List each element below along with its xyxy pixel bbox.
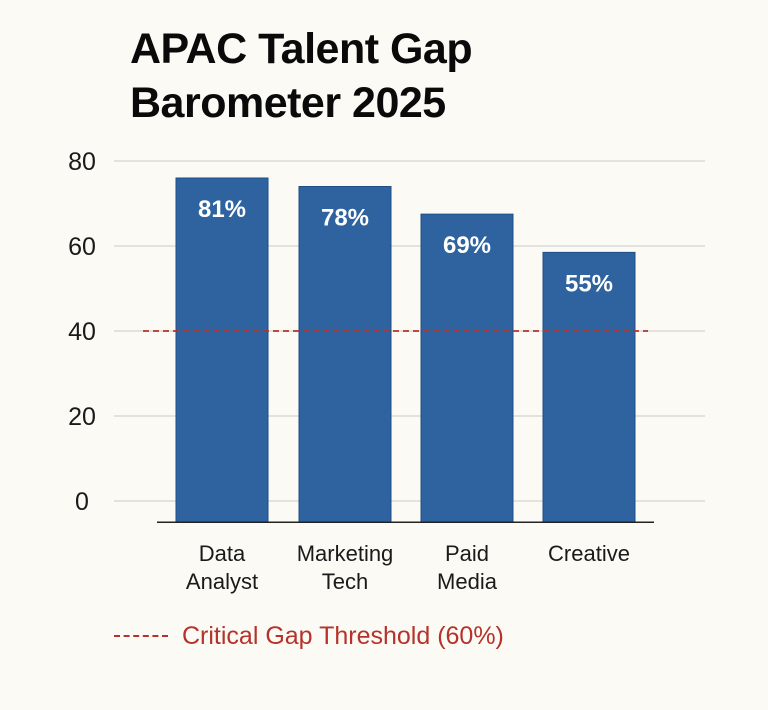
bar-value-label: 78% <box>321 205 369 232</box>
bar-value-label: 69% <box>443 232 491 259</box>
x-category-label: Paid <box>445 541 489 566</box>
legend-dashed-line-swatch <box>114 635 168 637</box>
bar <box>542 251 636 523</box>
bar <box>420 213 514 523</box>
x-category-label: Media <box>437 569 498 594</box>
x-category-label: Creative <box>548 541 630 566</box>
labels: 0 20 40 60 80 81% Data Analyst 78% Marketing Tech 6… <box>68 148 630 594</box>
y-tick-label: 0 <box>75 488 89 516</box>
x-category-label: Tech <box>322 569 368 594</box>
legend: Critical Gap Threshold (60%) <box>114 620 504 652</box>
x-category-label: Analyst <box>186 569 258 594</box>
y-tick-label: 40 <box>68 318 96 346</box>
x-category-label: Marketing <box>297 541 394 566</box>
bar <box>175 177 269 523</box>
bar <box>298 186 392 523</box>
bar-value-label: 81% <box>198 196 246 223</box>
x-category-label: Data <box>199 541 246 566</box>
bar-value-label: 55% <box>565 270 613 297</box>
y-tick-label: 60 <box>68 233 96 261</box>
y-tick-label: 20 <box>68 403 96 431</box>
bars <box>175 177 636 523</box>
y-tick-label: 80 <box>68 148 96 176</box>
chart-title: APAC Talent Gap Barometer 2025 <box>130 25 473 127</box>
legend-label: Critical Gap Threshold (60%) <box>182 621 504 650</box>
